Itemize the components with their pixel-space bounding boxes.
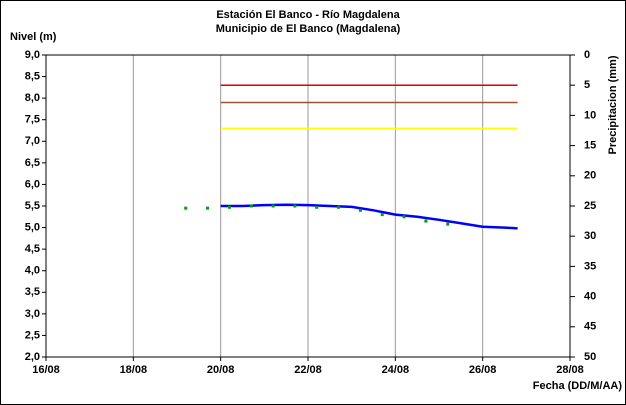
plot-area xyxy=(45,54,571,358)
y2-tick-label: 45 xyxy=(584,321,596,333)
x-tick-label: 16/08 xyxy=(32,364,60,376)
y-tick-label: 7,0 xyxy=(25,135,40,147)
x-tick-label: 26/08 xyxy=(469,364,497,376)
y2-tick-label: 50 xyxy=(584,351,596,363)
x-tick-label: 20/08 xyxy=(207,364,235,376)
y-tick-label: 8,5 xyxy=(25,70,40,82)
y-tick-label: 4,0 xyxy=(25,265,40,277)
level-point xyxy=(227,205,231,209)
level-point xyxy=(337,205,341,209)
y-tick-label: 2,5 xyxy=(25,329,40,341)
level-point xyxy=(271,204,275,208)
x-tick-label: 24/08 xyxy=(382,364,410,376)
chart-title: Estación El Banco - Río Magdalena xyxy=(216,9,400,21)
level-point xyxy=(402,215,406,219)
y2-tick-label: 35 xyxy=(584,260,596,272)
level-point xyxy=(293,204,297,208)
y-tick-label: 3,0 xyxy=(25,308,40,320)
y-tick-label: 9,0 xyxy=(25,49,40,61)
x-axis-label: Fecha (DD/M/AA) xyxy=(533,380,623,392)
x-tick-label: 18/08 xyxy=(120,364,148,376)
x-tick-label: 28/08 xyxy=(556,364,584,376)
y-tick-label: 2,0 xyxy=(25,351,40,363)
y-tick-label: 6,0 xyxy=(25,178,40,190)
level-point xyxy=(184,206,188,210)
y2-tick-label: 5 xyxy=(584,79,590,91)
y-tick-label: 4,5 xyxy=(25,243,40,255)
y-tick-label: 3,5 xyxy=(25,286,40,298)
y-tick-label: 7,5 xyxy=(25,114,40,126)
level-point xyxy=(380,213,384,217)
y2-tick-label: 15 xyxy=(584,140,596,152)
level-point xyxy=(249,204,253,208)
y-tick-label: 5,0 xyxy=(25,221,40,233)
y2-tick-label: 20 xyxy=(584,170,596,182)
y-axis-label: Nivel (m) xyxy=(10,31,57,43)
y-tick-label: 8,0 xyxy=(25,92,40,104)
level-point xyxy=(446,222,450,226)
level-point xyxy=(315,205,319,209)
y2-tick-label: 40 xyxy=(584,291,596,303)
y2-tick-label: 10 xyxy=(584,109,596,121)
y2-tick-label: 25 xyxy=(584,200,596,212)
y2-tick-label: 30 xyxy=(584,230,596,242)
level-point xyxy=(358,208,362,212)
y2-tick-label: 0 xyxy=(584,49,590,61)
level-point xyxy=(206,206,210,210)
y-tick-label: 5,5 xyxy=(25,200,40,212)
y2-axis-label: Precipitacion (mm) xyxy=(607,55,619,154)
x-tick-label: 22/08 xyxy=(294,364,322,376)
y-tick-label: 6,5 xyxy=(25,157,40,169)
level-point xyxy=(424,219,428,223)
chart-subtitle: Municipio de El Banco (Magdalena) xyxy=(216,23,401,35)
